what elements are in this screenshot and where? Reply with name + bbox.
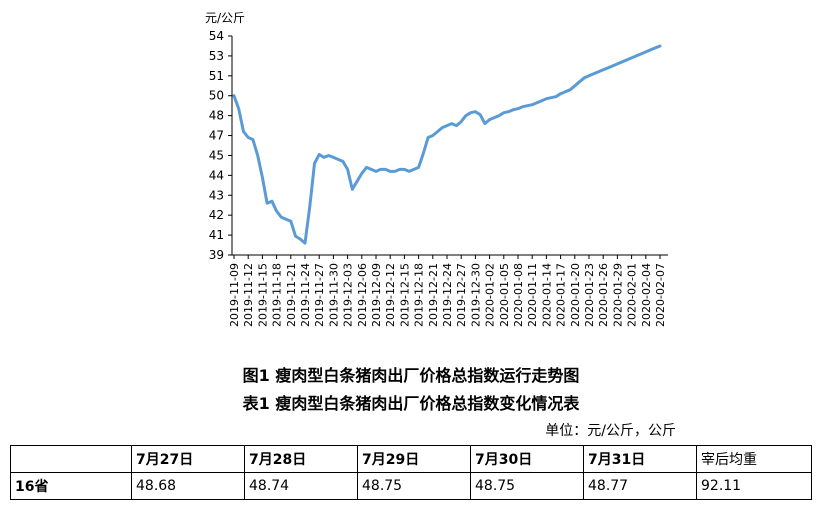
- header-cell: 7月27日: [131, 445, 245, 473]
- x-tick-label: 2019-12-21: [427, 263, 440, 327]
- x-tick-label: 2019-11-21: [285, 263, 298, 327]
- x-tick-label: 2020-01-14: [540, 263, 553, 327]
- x-tick-label: 2019-12-30: [469, 263, 482, 327]
- x-tick-label: 2019-11-30: [327, 263, 340, 327]
- price-table: 7月27日 7月28日 7月29日 7月30日 7月31日 宰后均重 16省 4…: [10, 445, 812, 500]
- line-chart: 元/公斤 39 41 42 43 44 45 47 48 50 51 53 54 2019-11-09…: [205, 11, 668, 327]
- x-tick-label: 2020-02-01: [626, 263, 639, 327]
- x-tick-label: 2020-01-29: [611, 263, 624, 327]
- x-tick-label: 2019-11-09: [228, 263, 241, 327]
- y-tick-label: 53: [209, 49, 224, 63]
- x-tick-label: 2019-12-09: [370, 263, 383, 327]
- x-tick-label: 2020-02-04: [640, 263, 653, 327]
- table-cell: 92.11: [696, 472, 812, 500]
- y-tick-label: 44: [209, 168, 224, 182]
- header-cell: 宰后均重: [696, 445, 812, 473]
- x-tick-label: 2020-02-07: [654, 263, 667, 327]
- x-tick-label: 2020-01-02: [484, 263, 497, 327]
- x-tick-label: 2019-12-24: [441, 263, 454, 327]
- y-tick-label: 42: [209, 208, 224, 222]
- y-tick-label: 51: [209, 69, 224, 83]
- x-tick-label: 2019-12-27: [455, 263, 468, 327]
- x-tick-label: 2019-11-24: [299, 263, 312, 327]
- x-tick-label: 2019-11-27: [313, 263, 326, 327]
- y-tick-label: 39: [209, 248, 224, 262]
- y-tick-label: 48: [209, 109, 224, 123]
- table-cell: 48.68: [131, 472, 245, 500]
- x-tick-label: 2019-12-03: [342, 263, 355, 327]
- row-label-cell: 16省: [10, 472, 132, 500]
- y-tick-label: 43: [209, 188, 224, 202]
- x-ticks: 2019-11-09 2019-11-12 2019-11-15 2019-11-18…: [228, 255, 667, 327]
- x-tick-label: 2020-01-08: [512, 263, 525, 327]
- x-tick-label: 2019-11-18: [271, 263, 284, 327]
- y-axis-label: 元/公斤: [205, 11, 245, 25]
- x-tick-label: 2020-01-26: [597, 263, 610, 327]
- x-tick-label: 2019-11-15: [256, 263, 269, 327]
- table-cell: 48.77: [583, 472, 697, 500]
- x-tick-label: 2019-12-15: [398, 263, 411, 327]
- x-tick-label: 2019-12-18: [413, 263, 426, 327]
- header-cell: [10, 445, 132, 473]
- x-tick-label: 2020-01-23: [583, 263, 596, 327]
- x-tick-label: 2020-01-20: [569, 263, 582, 327]
- table-caption: 表1 瘦肉型白条猪肉出厂价格总指数变化情况表: [242, 394, 580, 413]
- table-header-row: 7月27日 7月28日 7月29日 7月30日 7月31日 宰后均重: [10, 445, 812, 473]
- x-tick-label: 2019-11-12: [242, 263, 255, 327]
- x-tick-label: 2020-01-05: [498, 263, 511, 327]
- x-tick-label: 2019-12-06: [356, 263, 369, 327]
- x-tick-label: 2020-01-17: [555, 263, 568, 327]
- header-cell: 7月30日: [470, 445, 584, 473]
- x-tick-label: 2020-01-11: [526, 263, 539, 327]
- unit-note: 单位：元/公斤，公斤: [545, 423, 676, 439]
- y-tick-label: 41: [209, 228, 224, 242]
- table-cell: 48.75: [357, 472, 471, 500]
- y-tick-label: 45: [209, 148, 224, 162]
- x-tick-label: 2019-12-12: [384, 263, 397, 327]
- header-cell: 7月29日: [357, 445, 471, 473]
- table-cell: 48.75: [470, 472, 584, 500]
- header-cell: 7月31日: [583, 445, 697, 473]
- y-tick-label: 50: [209, 89, 224, 103]
- y-tick-label: 47: [209, 129, 224, 143]
- table-cell: 48.74: [244, 472, 358, 500]
- y-tick-label: 54: [209, 29, 224, 43]
- figure-caption: 图1 瘦肉型白条猪肉出厂价格总指数运行走势图: [242, 366, 580, 385]
- header-cell: 7月28日: [244, 445, 358, 473]
- table-row: 16省 48.68 48.74 48.75 48.75 48.77 92.11: [10, 472, 812, 500]
- y-ticks: 39 41 42 43 44 45 47 48 50 51 53 54: [209, 29, 232, 262]
- price-line: [232, 44, 662, 245]
